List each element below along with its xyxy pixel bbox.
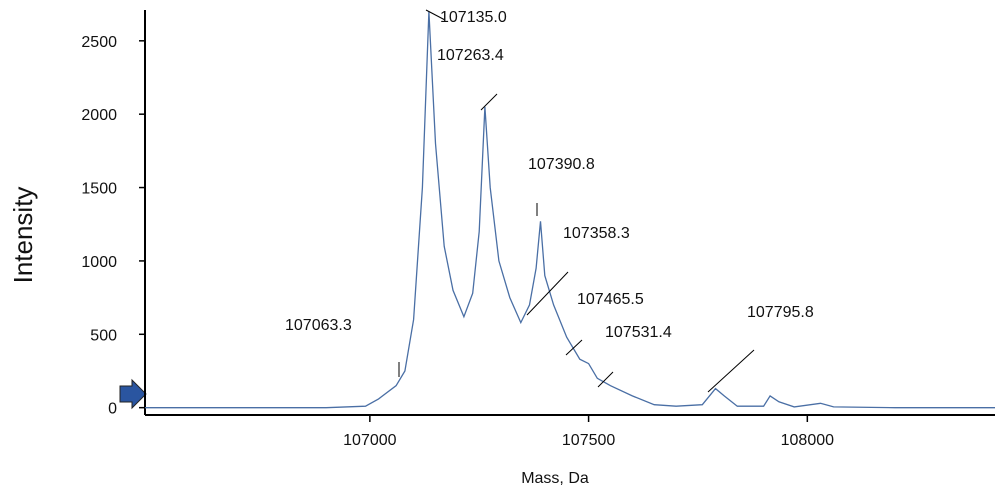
annotation-leader — [597, 371, 614, 388]
x-tick-label: 108000 — [781, 432, 834, 449]
peak-label: 107263.4 — [437, 47, 504, 64]
peak-label: 107795.8 — [747, 304, 814, 321]
y-tick-label: 1500 — [81, 181, 117, 198]
y-tick-label: 500 — [90, 327, 117, 344]
annotation-leader — [526, 271, 569, 316]
y-tick-label: 2500 — [81, 34, 117, 51]
peak-label: 107531.4 — [605, 324, 672, 341]
y-tick-label: 2000 — [81, 107, 117, 124]
peak-label: 107358.3 — [563, 225, 630, 242]
peak-label: 107063.3 — [285, 317, 352, 334]
x-axis-title: Mass, Da — [521, 470, 589, 487]
zero-marker — [119, 378, 147, 410]
y-tick-label: 0 — [108, 401, 117, 418]
peak-label: 107465.5 — [577, 291, 644, 308]
annotation-leader — [480, 93, 498, 111]
spectrum-line — [145, 11, 995, 409]
annotation-leader — [707, 349, 755, 393]
annotation-leader — [565, 339, 583, 356]
y-tick-label: 1000 — [81, 254, 117, 271]
peak-label: 107135.0 — [440, 9, 507, 26]
x-tick-label: 107000 — [343, 432, 396, 449]
peak-label: 107390.8 — [528, 156, 595, 173]
x-tick-label: 107500 — [562, 432, 615, 449]
y-axis-title: Intensity — [8, 187, 38, 284]
annotation-leader — [425, 9, 446, 21]
